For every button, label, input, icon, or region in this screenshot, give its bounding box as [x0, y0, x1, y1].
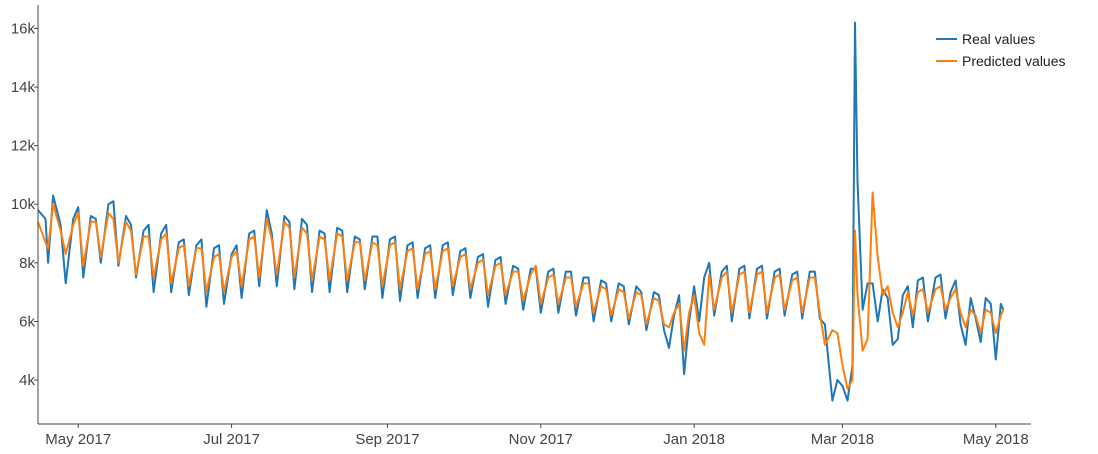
series-line-real[interactable] [37, 21, 1005, 402]
y-tick-labels: 4k 6k 8k 10k 12k 14k 16k [11, 20, 38, 389]
y-tick-label: 14k [11, 79, 36, 96]
y-tick-label: 8k [19, 255, 35, 272]
x-tick-label: Sep 2017 [355, 431, 419, 448]
series-lines [37, 21, 1005, 402]
x-tick-label: May 2017 [45, 431, 111, 448]
x-tick-label: Jan 2018 [663, 431, 725, 448]
legend: Real values Predicted values [936, 31, 1066, 69]
y-tick-label: 16k [11, 20, 36, 37]
x-tick-label: Mar 2018 [811, 431, 874, 448]
legend-item-real[interactable]: Real values [936, 31, 1035, 47]
axes [37, 5, 1031, 425]
legend-label-predicted: Predicted values [962, 53, 1066, 69]
y-tick-label: 4k [19, 372, 35, 389]
x-tick-label: May 2018 [963, 431, 1029, 448]
y-tick-label: 10k [11, 196, 36, 213]
y-tick-label: 12k [11, 138, 36, 155]
x-tick-label: Jul 2017 [203, 431, 260, 448]
x-tick-labels: May 2017 Jul 2017 Sep 2017 Nov 2017 Jan 2018… [45, 424, 1029, 448]
y-tick-label: 6k [19, 313, 35, 330]
series-line-predicted[interactable] [37, 191, 1005, 390]
x-tick-label: Nov 2017 [509, 431, 573, 448]
legend-label-real: Real values [962, 31, 1035, 47]
legend-item-predicted[interactable]: Predicted values [936, 53, 1066, 69]
